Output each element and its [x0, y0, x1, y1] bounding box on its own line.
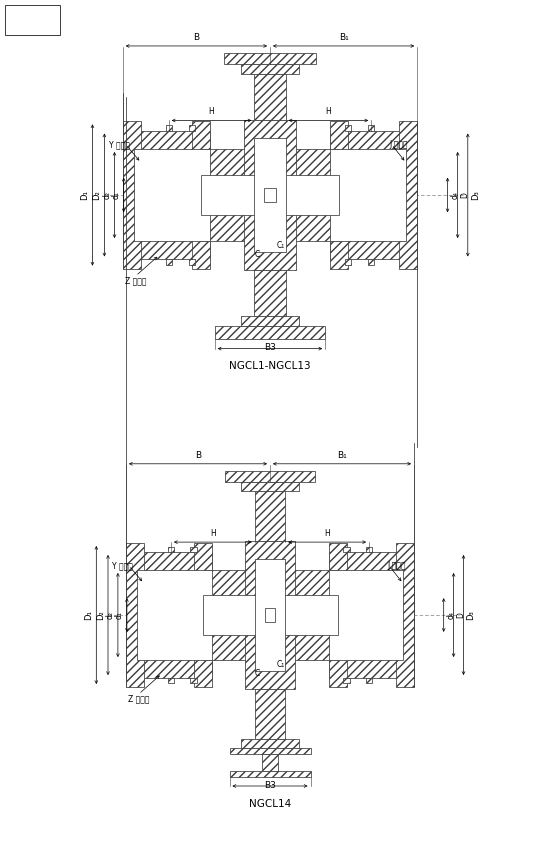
Bar — [245, 541, 295, 689]
Bar — [134, 149, 210, 241]
Text: Z 型轴孔: Z 型轴孔 — [125, 276, 146, 285]
Text: B: B — [193, 33, 199, 42]
Bar — [241, 481, 299, 491]
Bar — [203, 570, 266, 660]
Text: H: H — [324, 529, 330, 538]
Bar — [265, 608, 276, 622]
Bar — [123, 121, 141, 268]
Bar — [166, 260, 172, 265]
Bar — [328, 543, 346, 687]
Text: d₄: d₄ — [447, 611, 456, 619]
Bar — [191, 547, 197, 552]
Text: Y 型轴孔: Y 型轴孔 — [109, 140, 130, 149]
Bar — [345, 125, 351, 131]
Bar — [241, 739, 299, 748]
Bar — [126, 552, 211, 678]
Text: C: C — [255, 250, 260, 259]
Bar — [168, 678, 174, 683]
Bar — [201, 149, 265, 241]
Text: H: H — [326, 108, 331, 116]
Text: D₃: D₃ — [467, 610, 475, 620]
Text: B3: B3 — [264, 343, 276, 352]
Bar — [368, 125, 374, 131]
Text: D: D — [457, 612, 466, 618]
Bar — [274, 149, 339, 241]
Text: D₃: D₃ — [471, 190, 480, 200]
Text: D₁: D₁ — [81, 190, 89, 200]
Text: NGCL1-NGCL13: NGCL1-NGCL13 — [229, 362, 311, 372]
Bar — [254, 271, 285, 317]
Text: Z 型轴孔: Z 型轴孔 — [128, 694, 149, 703]
Text: J 型轴孔: J 型轴孔 — [390, 140, 408, 149]
Text: B3: B3 — [264, 780, 276, 790]
Bar — [126, 543, 144, 687]
Bar — [229, 748, 311, 755]
Text: B: B — [195, 451, 201, 460]
Bar — [274, 175, 339, 216]
Text: H: H — [209, 108, 215, 116]
Bar — [193, 543, 211, 687]
Bar — [168, 547, 174, 552]
Text: d₂: d₂ — [106, 611, 115, 619]
Text: D₂: D₂ — [96, 610, 105, 620]
Bar — [254, 74, 285, 120]
Bar — [203, 595, 266, 635]
Bar — [262, 755, 278, 771]
Bar — [343, 678, 350, 683]
Bar — [188, 125, 195, 131]
Bar — [229, 771, 311, 777]
Bar — [396, 543, 414, 687]
Bar — [399, 121, 417, 268]
Bar — [215, 326, 325, 340]
Bar — [255, 559, 285, 671]
Text: J 型轴孔: J 型轴孔 — [387, 561, 406, 570]
Text: H: H — [210, 529, 216, 538]
Text: d₂: d₂ — [103, 191, 111, 199]
Text: d₁: d₁ — [111, 191, 121, 199]
Text: C: C — [255, 669, 260, 678]
Text: Y 型轴孔: Y 型轴孔 — [113, 561, 133, 570]
Bar — [191, 678, 197, 683]
Text: D: D — [461, 192, 470, 198]
Bar — [330, 131, 417, 260]
Bar — [274, 595, 338, 635]
Bar — [343, 547, 350, 552]
Bar — [255, 689, 285, 739]
Bar — [366, 547, 372, 552]
Bar — [244, 120, 296, 271]
Bar — [265, 188, 276, 202]
Bar — [255, 491, 285, 541]
Bar — [254, 138, 285, 252]
Bar — [240, 65, 299, 74]
Bar — [224, 53, 316, 65]
Bar — [123, 131, 210, 260]
Bar — [345, 260, 351, 265]
Bar — [328, 552, 414, 678]
Bar — [274, 570, 338, 660]
Bar — [368, 260, 374, 265]
Bar — [137, 570, 211, 660]
Bar — [366, 678, 372, 683]
Text: C₁: C₁ — [277, 241, 285, 250]
Bar — [166, 125, 172, 131]
Bar — [188, 260, 195, 265]
Text: B₁: B₁ — [339, 33, 349, 42]
Bar — [192, 121, 210, 268]
Text: d₄: d₄ — [451, 191, 460, 199]
Bar — [240, 317, 299, 326]
Bar — [225, 471, 315, 481]
Bar — [328, 570, 403, 660]
Text: NGCL14: NGCL14 — [249, 799, 291, 809]
Bar — [330, 121, 348, 268]
Text: d₁: d₁ — [115, 611, 124, 619]
Text: D₂: D₂ — [92, 190, 102, 200]
Bar — [201, 175, 265, 216]
Text: D₁: D₁ — [85, 610, 93, 620]
Bar — [330, 149, 406, 241]
Bar — [5, 5, 60, 35]
Text: C₁: C₁ — [277, 660, 285, 669]
Text: B₁: B₁ — [337, 451, 347, 460]
